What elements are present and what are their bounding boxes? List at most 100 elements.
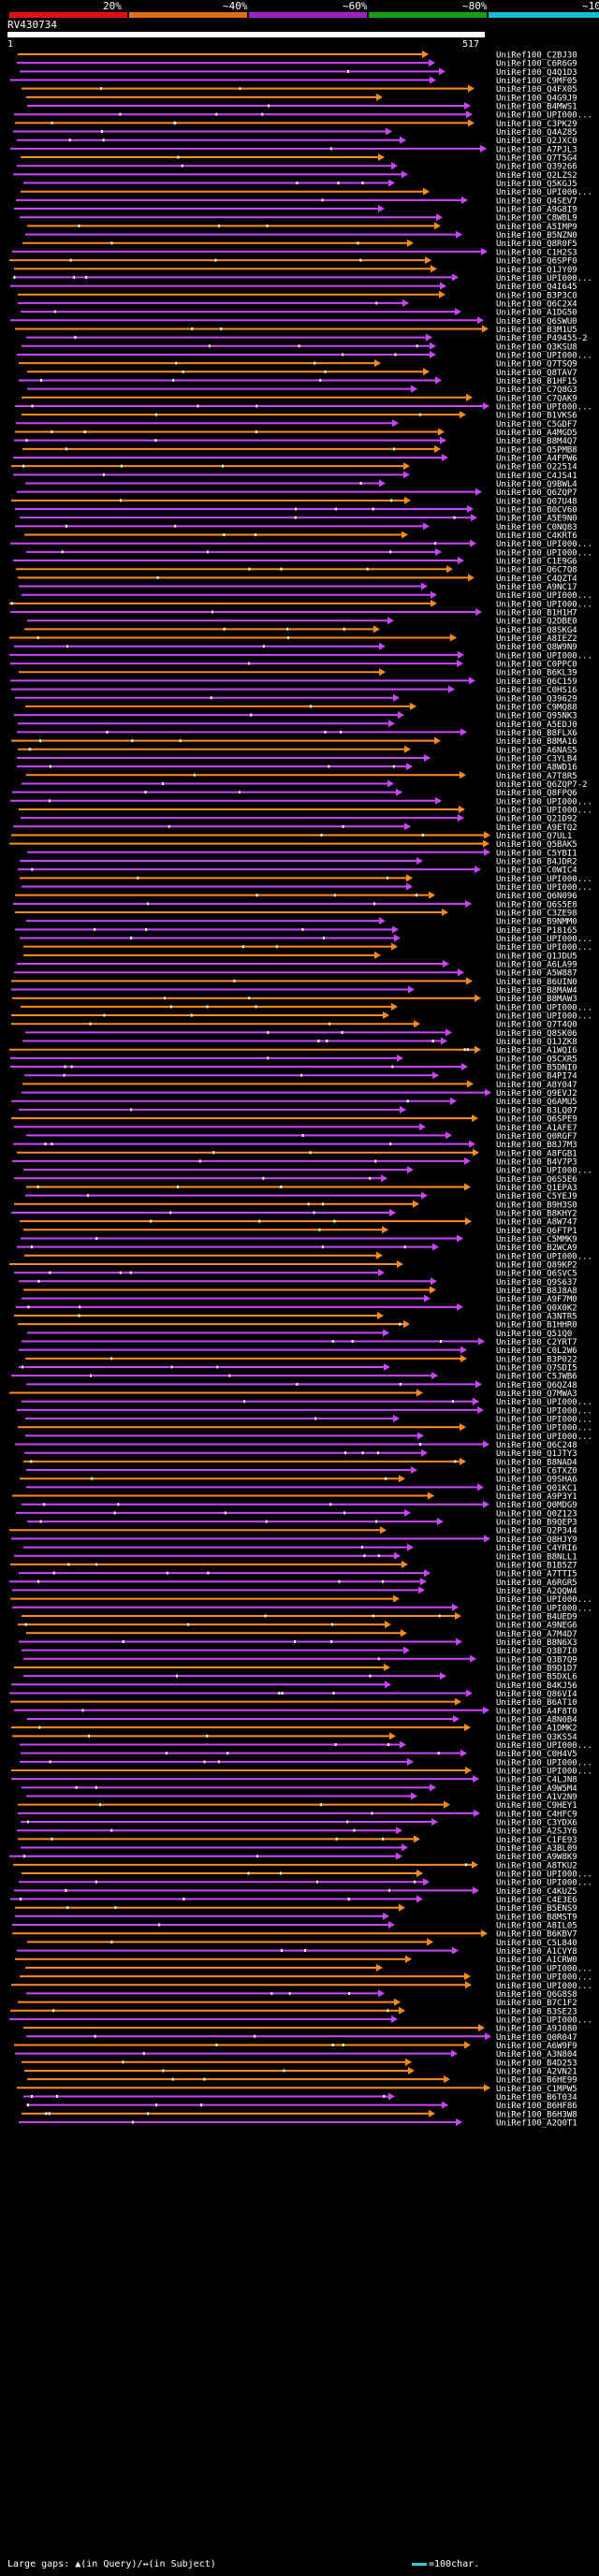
hit-label[interactable]: UniRef100_A1AFE7 [496, 1124, 577, 1133]
hit-label[interactable]: UniRef100_A7M4D7 [496, 1630, 577, 1639]
hit-label[interactable]: UniRef100_UPI000... [496, 1604, 592, 1613]
hit-label[interactable]: UniRef100_C4YRI6 [496, 1544, 577, 1553]
hit-label[interactable]: UniRef100_UPI000... [496, 111, 592, 121]
hit-label[interactable]: UniRef100_A9P3Y1 [496, 1492, 577, 1502]
hit-label[interactable]: UniRef100_A7T8R5 [496, 772, 577, 781]
hit-label[interactable]: UniRef100_B0CV60 [496, 506, 577, 516]
hit-label[interactable]: UniRef100_B8KHY2 [496, 1209, 577, 1218]
hit-label[interactable]: UniRef100_A8IEZ2 [496, 634, 577, 644]
hit-label[interactable]: UniRef100_B8MAW4 [496, 986, 577, 996]
hit-label[interactable]: UniRef100_B4D253 [496, 2059, 577, 2068]
hit-label[interactable]: UniRef100_C5YBI1 [496, 849, 577, 858]
hit-label[interactable]: UniRef100_A9J080 [496, 2025, 577, 2034]
hit-label[interactable]: UniRef100_B6T034 [496, 2093, 577, 2103]
hit-label[interactable]: UniRef100_Q51Q0 [496, 1330, 572, 1339]
hit-label[interactable]: UniRef100_B5NZN0 [496, 231, 577, 240]
hit-label[interactable]: UniRef100_B3LQ07 [496, 1106, 577, 1115]
hit-label[interactable]: UniRef100_Q7T5G4 [496, 154, 577, 164]
hit-label[interactable]: UniRef100_C0HS16 [496, 686, 577, 695]
hit-label[interactable]: UniRef100_Q7MWA3 [496, 1390, 577, 1399]
hit-label[interactable]: UniRef100_Q0RGF7 [496, 1132, 577, 1142]
hit-label[interactable]: UniRef100_Q1JZK8 [496, 1038, 577, 1047]
hit-label[interactable]: UniRef100_B6KBV7 [496, 1930, 577, 1940]
hit-label[interactable]: UniRef100_Q0Z123 [496, 1509, 577, 1519]
hit-label[interactable]: UniRef100_A8IL05 [496, 1922, 577, 1931]
hit-label[interactable]: UniRef100_B6H3W8 [496, 2110, 577, 2119]
hit-label[interactable]: UniRef100_Q89KP2 [496, 1260, 577, 1270]
hit-label[interactable]: UniRef100_Q07U48 [496, 497, 577, 506]
hit-label[interactable]: UniRef100_B3SE23 [496, 2007, 577, 2016]
hit-label[interactable]: UniRef100_B6HF86 [496, 2102, 577, 2111]
hit-label[interactable]: UniRef100_C8WBL9 [496, 214, 577, 224]
hit-label[interactable]: UniRef100_UPI000... [496, 651, 592, 661]
hit-label[interactable]: UniRef100_UPI000... [496, 943, 592, 953]
hit-label[interactable]: UniRef100_A8WD16 [496, 764, 577, 773]
hit-label[interactable]: UniRef100_Q6QZ48 [496, 1381, 577, 1390]
hit-label[interactable]: UniRef100_UPI000... [496, 1768, 592, 1777]
hit-label[interactable]: UniRef100_Q7TSQ9 [496, 360, 577, 370]
hit-label[interactable]: UniRef100_A2SJY6 [496, 1827, 577, 1837]
hit-label[interactable]: UniRef100_Q3KSU8 [496, 342, 577, 352]
hit-label[interactable]: UniRef100_A3N804 [496, 2050, 577, 2059]
hit-label[interactable]: UniRef100_A9F7M0 [496, 1295, 577, 1304]
hit-label[interactable]: UniRef100_B4JDR2 [496, 857, 577, 866]
hit-label[interactable]: UniRef100_Q7SDI5 [496, 1364, 577, 1374]
hit-label[interactable]: UniRef100_Q6C159 [496, 677, 577, 687]
hit-label[interactable]: UniRef100_A6RGR5 [496, 1579, 577, 1588]
hit-label[interactable]: UniRef100_B6KL39 [496, 669, 577, 678]
hit-label[interactable]: UniRef100_UPI000... [496, 883, 592, 893]
hit-label[interactable]: UniRef100_Q6FTP1 [496, 1227, 577, 1236]
hit-label[interactable]: UniRef100_B3M1U5 [496, 326, 577, 335]
hit-label[interactable]: UniRef100_Q8SK06 [496, 1029, 577, 1039]
hit-label[interactable]: UniRef100_A8FGB1 [496, 1149, 577, 1158]
hit-label[interactable]: UniRef100_C5MMK9 [496, 1235, 577, 1244]
hit-label[interactable]: UniRef100_C3YDX6 [496, 1819, 577, 1828]
hit-label[interactable]: UniRef100_B3P3C0 [496, 291, 577, 300]
hit-label[interactable]: UniRef100_UPI000... [496, 935, 592, 944]
hit-label[interactable]: UniRef100_C2BJ30 [496, 51, 577, 61]
hit-label[interactable]: UniRef100_B8J7M3 [496, 1141, 577, 1150]
hit-label[interactable]: UniRef100_Q39629 [496, 694, 577, 704]
hit-label[interactable]: UniRef100_A5W887 [496, 969, 577, 979]
hit-label[interactable]: UniRef100_Q8TAV7 [496, 369, 577, 378]
hit-label[interactable]: UniRef100_A5IMP9 [496, 223, 577, 232]
hit-label[interactable]: UniRef100_B8M4Q7 [496, 437, 577, 446]
hit-label[interactable]: UniRef100_Q9SHA6 [496, 1476, 577, 1485]
hit-label[interactable]: UniRef100_Q2P344 [496, 1527, 577, 1536]
hit-label[interactable]: UniRef100_Q8FPQ6 [496, 789, 577, 798]
hit-label[interactable]: UniRef100_B4PI74 [496, 1072, 577, 1082]
hit-label[interactable]: UniRef100_B8MAW3 [496, 995, 577, 1004]
hit-label[interactable]: UniRef100_B6UIN0 [496, 978, 577, 987]
hit-label[interactable]: UniRef100_UPI000... [496, 1741, 592, 1751]
hit-label[interactable]: UniRef100_A5E9N0 [496, 515, 577, 524]
hit-label[interactable]: UniRef100_Q4Q1D3 [496, 68, 577, 78]
hit-label[interactable]: UniRef100_Q4SEV7 [496, 196, 577, 206]
hit-label[interactable]: UniRef100_C3YLB4 [496, 754, 577, 764]
hit-label[interactable]: UniRef100_B3P022 [496, 1355, 577, 1364]
hit-label[interactable]: UniRef100_C4KUZ5 [496, 1887, 577, 1897]
hit-label[interactable]: UniRef100_Q1JTY3 [496, 1449, 577, 1459]
hit-label[interactable]: UniRef100_A1DMK2 [496, 1725, 577, 1734]
hit-label[interactable]: UniRef100_Q5KGJ5 [496, 180, 577, 189]
hit-label[interactable]: UniRef100_Q01KC1 [496, 1484, 577, 1493]
hit-label[interactable]: UniRef100_B1B5Z7 [496, 1561, 577, 1570]
hit-label[interactable]: UniRef100_Q5BAK5 [496, 840, 577, 850]
hit-label[interactable]: UniRef100_Q1JDU5 [496, 952, 577, 961]
hit-label[interactable]: UniRef100_A2QQW4 [496, 1587, 577, 1596]
hit-label[interactable]: UniRef100_UPI000... [496, 188, 592, 197]
hit-label[interactable]: UniRef100_Q6ZQP7 [496, 488, 577, 498]
hit-label[interactable]: UniRef100_Q9S637 [496, 1278, 577, 1288]
hit-label[interactable]: UniRef100_Q6C2X4 [496, 299, 577, 309]
hit-label[interactable]: UniRef100_A9W8K9 [496, 1853, 577, 1862]
hit-label[interactable]: UniRef100_UPI000... [496, 1424, 592, 1434]
hit-label[interactable]: UniRef100_Q5PMB8 [496, 445, 577, 455]
hit-label[interactable]: UniRef100_C7Q8G3 [496, 386, 577, 395]
hit-label[interactable]: UniRef100_C9MQ88 [496, 703, 577, 712]
hit-label[interactable]: UniRef100_Q2LZS2 [496, 171, 577, 181]
hit-label[interactable]: UniRef100_Q8HJY9 [496, 1535, 577, 1545]
hit-label[interactable]: UniRef100_C0H4V5 [496, 1750, 577, 1759]
hit-label[interactable]: UniRef100_UPI000... [496, 2016, 592, 2025]
hit-label[interactable]: UniRef100_UPI000... [496, 1982, 592, 1991]
hit-label[interactable]: UniRef100_UPI000... [496, 1758, 592, 1768]
hit-label[interactable]: UniRef100_A9ETQ2 [496, 823, 577, 833]
